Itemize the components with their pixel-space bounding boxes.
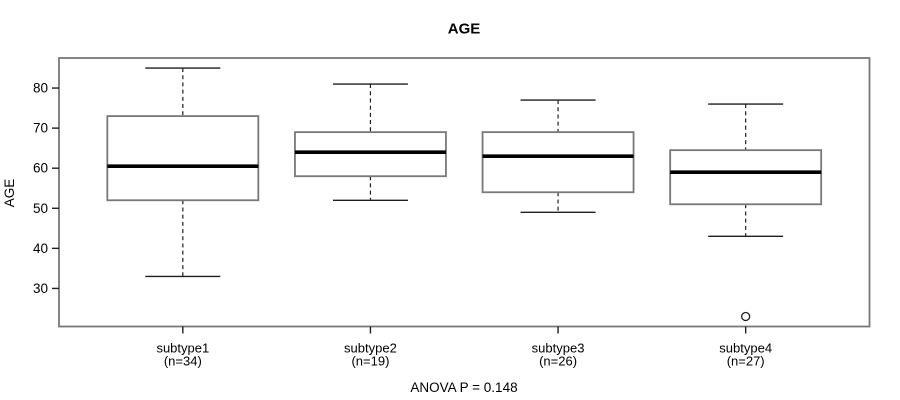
x-tick-sublabel-subtype2: (n=19) [351, 354, 389, 369]
x-tick-sublabel-subtype4: (n=27) [727, 354, 765, 369]
y-tick-label: 70 [33, 121, 48, 136]
iqr-box-subtype1 [106, 115, 260, 202]
iqr-box-subtype2 [294, 131, 447, 178]
y-tick-label: 40 [33, 241, 48, 256]
anova-p-annotation: ANOVA P = 0.148 [410, 380, 517, 395]
y-axis-title: AGE [2, 179, 17, 208]
y-tick-label: 30 [33, 281, 48, 296]
x-tick-label-subtype2: subtype2 [344, 341, 397, 356]
iqr-box-subtype3 [481, 131, 635, 194]
x-tick-label-subtype4: subtype4 [719, 341, 772, 356]
plot-area: 30 40 50 60 70 80 subtype1(n=34) subtype2(n=19)… [33, 57, 871, 369]
chart-title: AGE [448, 21, 481, 38]
x-tick-label-subtype1: subtype1 [156, 341, 209, 356]
x-tick-sublabel-subtype1: (n=34) [164, 354, 202, 369]
y-tick-label: 80 [33, 81, 48, 96]
y-tick-label: 50 [33, 201, 48, 216]
x-tick-sublabel-subtype3: (n=26) [539, 354, 577, 369]
y-tick-label: 60 [33, 161, 48, 176]
iqr-box-subtype4 [669, 149, 823, 206]
plot-frame [58, 57, 871, 328]
outlier-point-subtype4 [741, 311, 751, 322]
x-tick-label-subtype3: subtype3 [532, 341, 585, 356]
